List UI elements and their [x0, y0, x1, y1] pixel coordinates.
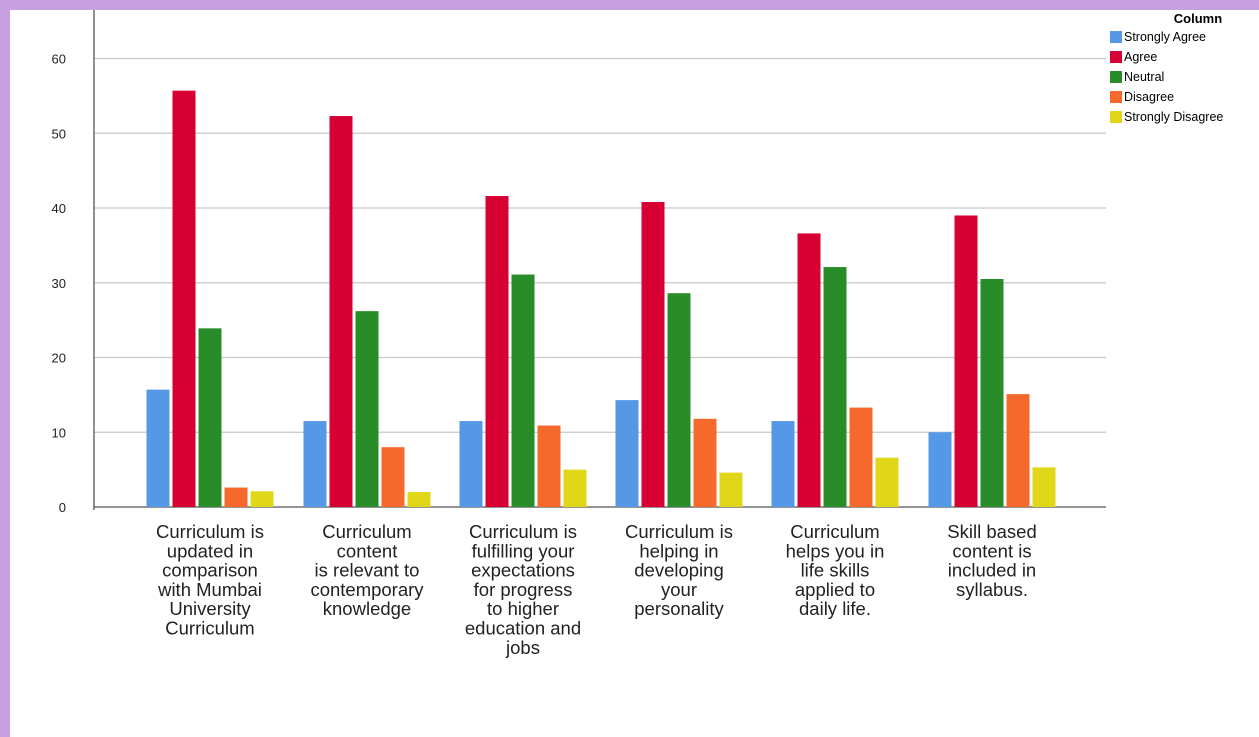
x-category-label-line: knowledge [323, 598, 411, 619]
bar [224, 487, 248, 507]
bar [250, 491, 274, 507]
y-tick-label: 30 [52, 276, 66, 291]
chart-frame: 0 10 20 30 40 50 60 Curriculum is updated in comp… [10, 10, 1259, 737]
bar [1032, 467, 1056, 507]
x-category-label-line: content is [952, 540, 1031, 561]
x-category-label-line: life skills [801, 560, 870, 581]
legend-label: Strongly Disagree [1124, 110, 1224, 124]
x-category-label-line: daily life. [799, 598, 871, 619]
legend-title: Column [1173, 11, 1223, 26]
x-category-label-line: developing [634, 560, 724, 581]
bar [823, 267, 847, 507]
y-tick-label: 50 [52, 126, 66, 141]
bar [1006, 394, 1030, 507]
bar [485, 196, 509, 508]
bar [615, 400, 639, 507]
x-category-label: Curriculum content is relevant to contempor… [310, 521, 424, 619]
legend-item: Disagree [1110, 87, 1259, 107]
x-category-label-line: to higher [487, 598, 559, 619]
x-category-label-line: jobs [505, 637, 540, 658]
legend-item: Strongly Disagree [1110, 107, 1259, 127]
bar [797, 233, 821, 508]
legend-swatch [1110, 111, 1122, 123]
x-category-label: Curriculum is helping in developing your per… [625, 521, 733, 619]
x-category-label: Curriculum is updated in comparison with Mu… [156, 521, 264, 639]
x-category-label-line: contemporary [310, 579, 424, 600]
bar [459, 421, 483, 507]
legend-swatch [1110, 91, 1122, 103]
bar [407, 492, 431, 507]
x-category-label-line: Curriculum [322, 521, 411, 542]
bar [928, 432, 952, 507]
bar [172, 90, 196, 507]
y-tick-label: 0 [59, 500, 66, 515]
x-category-label-line: Curriculum is [625, 521, 733, 542]
bar [563, 469, 587, 507]
x-category-label-line: helping in [639, 540, 718, 561]
x-category-label-line: expectations [471, 560, 575, 581]
bar [875, 457, 899, 507]
x-category-label-line: with Mumbai [157, 579, 262, 600]
legend-item: Neutral [1110, 67, 1259, 87]
bar [693, 418, 717, 507]
x-category-label-line: Curriculum is [156, 521, 264, 542]
x-category-label-line: personality [634, 598, 724, 619]
bar [954, 215, 978, 507]
bar [771, 421, 795, 507]
x-category-label-line: comparison [162, 560, 258, 581]
bar [329, 116, 353, 508]
bar [511, 274, 535, 507]
y-tick-label: 20 [52, 351, 66, 366]
bar [667, 293, 691, 507]
legend-swatch [1110, 71, 1122, 83]
legend-item: Strongly Agree [1110, 27, 1259, 47]
x-category-label-line: content [337, 540, 398, 561]
legend-label: Disagree [1124, 90, 1175, 104]
bar [146, 389, 170, 507]
bar [980, 279, 1004, 507]
x-category-label-line: Curriculum is [469, 521, 577, 542]
x-category-label-line: syllabus. [956, 579, 1028, 600]
legend-label: Agree [1124, 50, 1158, 64]
x-category-label-line: education and [465, 618, 581, 639]
bar [355, 311, 379, 507]
x-category-label-line: is relevant to [315, 560, 420, 581]
bar [303, 421, 327, 507]
legend: Column Strongly Agree Agree Neutral Disagre… [1110, 10, 1259, 127]
x-category-label-line: University [169, 598, 251, 619]
x-category-label-line: Skill based [947, 521, 1036, 542]
x-category-label-line: helps you in [786, 540, 885, 561]
x-category-label: Curriculum is fulfilling your expectations… [465, 521, 581, 658]
legend-label: Strongly Agree [1124, 30, 1206, 44]
x-category-label-line: Curriculum [790, 521, 879, 542]
y-tick-label: 40 [52, 201, 66, 216]
y-tick-label: 60 [52, 52, 66, 67]
x-category-label-line: for progress [474, 579, 573, 600]
x-category-label-line: fulfilling your [472, 540, 575, 561]
x-category-label-line: Curriculum [165, 618, 254, 639]
bar [381, 447, 405, 507]
x-category-label-line: updated in [167, 540, 253, 561]
x-category-label-line: applied to [795, 579, 875, 600]
bar [198, 328, 222, 507]
bar [641, 202, 665, 507]
legend-swatch [1110, 51, 1122, 63]
bar [537, 425, 561, 507]
x-category-label: Curriculum helps you in life skills applied… [786, 521, 885, 619]
legend-label: Neutral [1124, 70, 1165, 84]
legend-item: Agree [1110, 47, 1259, 67]
y-tick-label: 10 [52, 425, 66, 440]
x-category-label: Skill based content is included in syllabus… [947, 521, 1036, 600]
legend-swatch [1110, 31, 1122, 43]
x-category-label-line: your [661, 579, 697, 600]
x-category-label-line: included in [948, 560, 1036, 581]
bar [719, 472, 743, 507]
bar [849, 407, 873, 507]
